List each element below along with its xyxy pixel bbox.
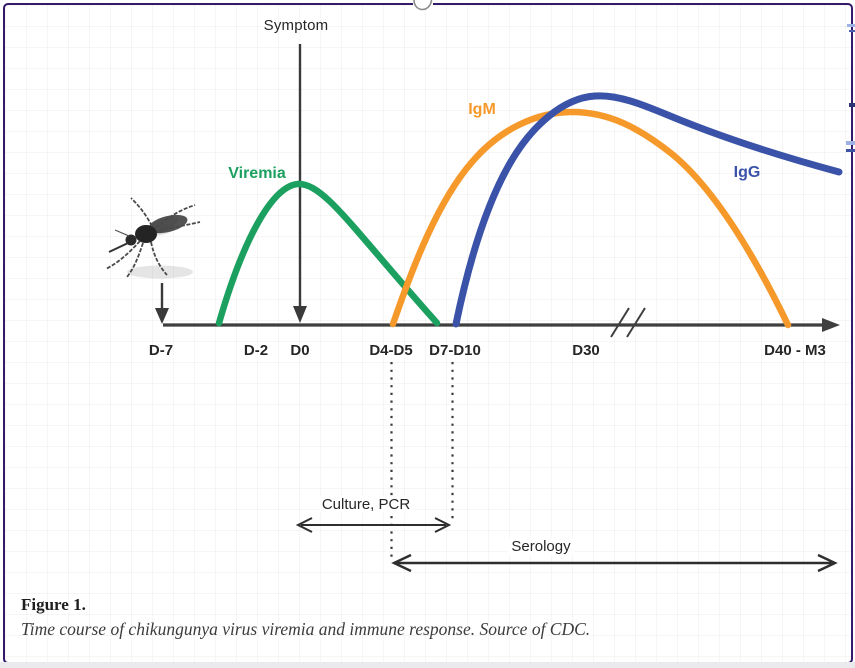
figure-frame <box>3 3 853 664</box>
edge-artifact <box>849 103 855 107</box>
serology-arrow <box>391 553 838 573</box>
igg-label: IgG <box>733 164 761 181</box>
figure-caption-title: Figure 1. <box>21 595 86 614</box>
serology-label: Serology <box>508 538 574 555</box>
edge-artifact <box>847 24 855 27</box>
symptom-label: Symptom <box>263 17 329 34</box>
culture-pcr-label: Culture, PCR <box>318 496 414 513</box>
igm-label: IgM <box>468 101 496 118</box>
igg-curve <box>452 92 843 328</box>
viremia-curve <box>215 180 441 327</box>
axis-break <box>610 307 646 338</box>
axis-tick-d4-d5: D4-D5 <box>369 342 413 359</box>
culture-pcr-arrow <box>295 517 452 533</box>
symptom-arrow <box>293 44 307 323</box>
axis-arrowhead <box>822 318 840 332</box>
page-background-strip <box>0 662 855 668</box>
axis-tick-d-7: D-7 <box>148 342 174 359</box>
mosquito-icon <box>105 197 201 279</box>
inoculation-arrow <box>155 283 169 324</box>
axis-tick-d-2: D-2 <box>243 342 269 359</box>
edge-artifact <box>849 30 855 32</box>
viremia-label: Viremia <box>228 165 286 182</box>
cropped-text-artifact <box>413 0 433 11</box>
igm-curve <box>389 108 792 329</box>
figure-caption: Figure 1. Time course of chikungunya vir… <box>21 594 590 642</box>
axis-tick-d7-d10: D7-D10 <box>429 342 481 359</box>
axis-tick-d40-m3: D40 - M3 <box>764 342 826 359</box>
edge-artifact <box>846 149 855 152</box>
figure-caption-text: Time course of chikungunya virus viremia… <box>21 619 591 639</box>
axis-tick-d0: D0 <box>290 342 310 359</box>
edge-artifact <box>846 141 855 145</box>
axis-tick-d30: D30 <box>572 342 600 359</box>
